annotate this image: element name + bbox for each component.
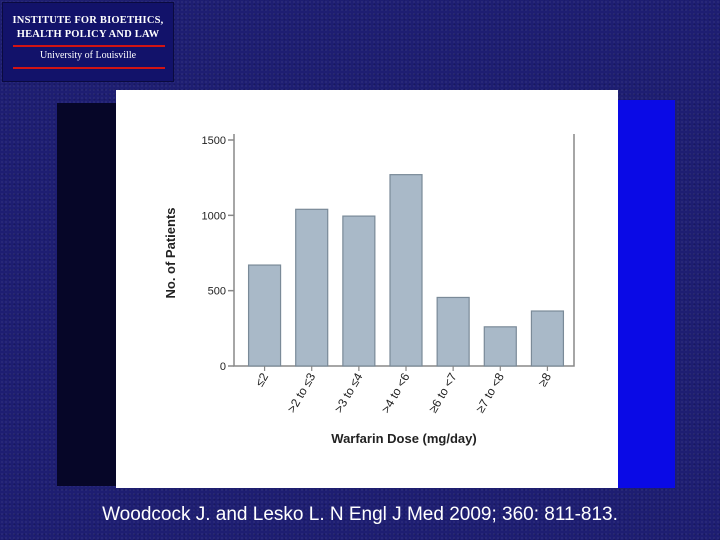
x-axis-label: Warfarin Dose (mg/day): [331, 431, 476, 446]
chart-container: 0 500 1000 1500 ≤2 >2 to ≤3 >3 to ≤4 >4 to <6 ≥6…: [116, 90, 618, 488]
y-tick-label: 1000: [202, 210, 226, 222]
decorative-blue-panel: [616, 100, 675, 488]
y-tick-label: 500: [208, 286, 226, 298]
logo-rule-bottom: [13, 67, 165, 69]
x-tick-label: >4 to <6: [378, 370, 412, 415]
chart-bars: [247, 174, 565, 367]
y-axis-label: No. of Patients: [163, 207, 178, 298]
x-tick-label: ≥6 to <7: [426, 370, 460, 415]
bar: [389, 174, 423, 367]
x-tick-label: ≤2: [252, 370, 271, 389]
logo-rule-top: [13, 45, 165, 47]
citation-text: Woodcock J. and Lesko L. N Engl J Med 20…: [102, 504, 618, 525]
x-tick-label: ≥8: [535, 370, 554, 389]
decorative-dark-panel: [57, 103, 117, 486]
bar: [483, 326, 517, 367]
institute-logo: INSTITUTE FOR BIOETHICS, HEALTH POLICY A…: [2, 2, 174, 82]
x-tick-label: ≥7 to <8: [473, 370, 507, 415]
bar: [342, 215, 376, 367]
bar: [436, 296, 470, 367]
bar-chart: 0 500 1000 1500 ≤2 >2 to ≤3 >3 to ≤4 >4 to <6 ≥6…: [163, 134, 575, 446]
bar: [247, 264, 282, 367]
x-tick-label: >3 to ≤4: [332, 370, 366, 415]
y-tick-label: 1500: [202, 135, 226, 147]
x-tick-label: >2 to ≤3: [284, 370, 318, 415]
bar: [530, 310, 565, 367]
logo-line-1: INSTITUTE FOR BIOETHICS,: [12, 15, 164, 26]
logo-line-3: University of Louisville: [39, 50, 137, 61]
logo-line-2: HEALTH POLICY AND LAW: [16, 29, 160, 40]
bar: [295, 208, 329, 367]
y-tick-label: 0: [220, 361, 226, 373]
